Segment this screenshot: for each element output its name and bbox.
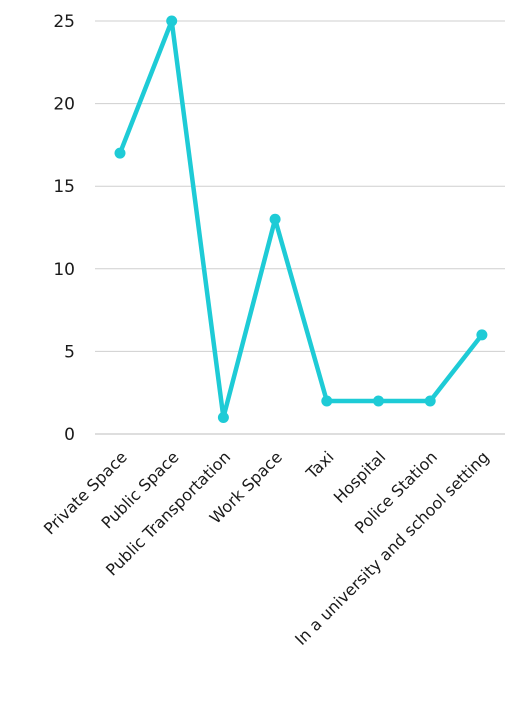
data-point	[424, 395, 436, 407]
data-point	[114, 147, 126, 159]
data-point	[269, 213, 281, 225]
data-point	[373, 395, 384, 407]
series-layer	[114, 15, 488, 423]
y-tick-label-10: 10	[53, 260, 75, 280]
data-point	[476, 329, 488, 341]
y-tick-label-15: 15	[53, 177, 75, 197]
data-point	[217, 411, 229, 423]
y-tick-label-25: 25	[53, 12, 75, 32]
y-tick-label-5: 5	[64, 342, 75, 362]
series-line	[117, 18, 485, 420]
x-category-label: Taxi	[302, 447, 338, 483]
x-category-label: In a university and school setting	[291, 447, 493, 649]
y-axis-tick-labels: 0 5 10 15 20 25	[53, 12, 75, 445]
data-point	[321, 395, 333, 407]
y-tick-label-20: 20	[53, 95, 75, 115]
data-point	[166, 15, 178, 27]
y-gridlines	[95, 20, 505, 435]
y-tick-label-0: 0	[64, 425, 75, 445]
